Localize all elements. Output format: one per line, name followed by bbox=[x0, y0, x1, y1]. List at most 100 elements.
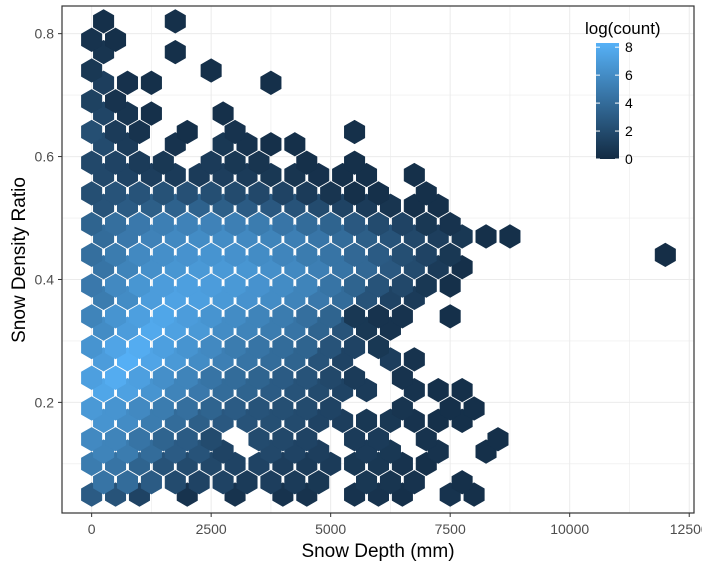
hex-bin bbox=[200, 304, 222, 329]
legend-ticks: 0 2 4 6 8 bbox=[596, 39, 633, 167]
hex-bin bbox=[176, 273, 198, 298]
hex-bin bbox=[128, 304, 150, 329]
hex-bin bbox=[344, 181, 366, 206]
hex-bin bbox=[296, 150, 318, 175]
hex-bin bbox=[105, 396, 127, 421]
hex-bin bbox=[248, 396, 270, 421]
hex-bin bbox=[487, 427, 509, 452]
hex-bin bbox=[128, 396, 150, 421]
hex-bin bbox=[403, 162, 425, 188]
hex-bin bbox=[152, 427, 174, 452]
hex-bin bbox=[499, 224, 521, 249]
hex-bin bbox=[272, 396, 294, 421]
hex-bin bbox=[260, 470, 282, 495]
hex-bin bbox=[224, 396, 246, 421]
hex-bin bbox=[296, 273, 318, 298]
hex-bin bbox=[224, 304, 246, 329]
hex-bin bbox=[272, 242, 294, 268]
hex-bin bbox=[415, 273, 437, 298]
hex-bin bbox=[81, 27, 103, 52]
hex-bin bbox=[105, 27, 127, 52]
legend-tick-label: 8 bbox=[625, 39, 633, 55]
hex-bin bbox=[344, 212, 366, 237]
hex-bin bbox=[128, 334, 150, 360]
hex-bin bbox=[224, 365, 246, 390]
x-tick-label: 5000 bbox=[315, 521, 346, 537]
hex-bin bbox=[320, 273, 342, 298]
hex-bin bbox=[105, 212, 127, 237]
hex-bin bbox=[81, 304, 103, 329]
hex-bin bbox=[224, 119, 246, 145]
hex-bin bbox=[128, 119, 150, 145]
hex-bin bbox=[81, 334, 103, 360]
y-tick-label: 0.2 bbox=[35, 394, 55, 410]
hex-bin bbox=[152, 273, 174, 298]
hex-bin bbox=[224, 181, 246, 206]
hex-bin bbox=[200, 365, 222, 390]
hex-bin bbox=[128, 150, 150, 175]
hex-bin bbox=[296, 242, 318, 268]
hex-bin bbox=[152, 304, 174, 329]
hex-bin bbox=[212, 470, 234, 495]
hex-bin bbox=[81, 212, 103, 237]
hex-bin bbox=[164, 470, 186, 495]
hex-bin bbox=[152, 150, 174, 175]
hex-bin bbox=[296, 181, 318, 206]
hex-bin bbox=[439, 242, 461, 268]
hex-bin bbox=[140, 470, 162, 495]
hex-bin bbox=[128, 181, 150, 206]
hex-bin bbox=[260, 132, 282, 157]
hex-bin bbox=[236, 470, 258, 495]
hex-bin bbox=[260, 70, 282, 95]
hex-bin bbox=[105, 365, 127, 390]
hex-bin bbox=[152, 212, 174, 237]
hex-bin bbox=[105, 427, 127, 452]
hex-bin bbox=[403, 470, 425, 495]
hex-bin bbox=[200, 58, 222, 83]
hex-bin bbox=[81, 273, 103, 298]
hex-bin bbox=[152, 181, 174, 206]
hex-bin bbox=[176, 365, 198, 390]
hex-bin bbox=[391, 396, 413, 421]
hex-bin bbox=[427, 377, 449, 403]
hex-bin bbox=[344, 119, 366, 145]
hex-bin bbox=[272, 334, 294, 360]
hex-bin bbox=[176, 212, 198, 237]
hex-bin bbox=[164, 9, 186, 34]
hex-bin bbox=[152, 334, 174, 360]
hex-bin bbox=[248, 181, 270, 206]
hex-bin bbox=[128, 273, 150, 298]
hex-bin bbox=[284, 132, 306, 157]
hex-bin bbox=[176, 119, 198, 145]
hex-bin bbox=[105, 334, 127, 360]
hex-bin bbox=[248, 212, 270, 237]
hex-bin bbox=[367, 242, 390, 268]
hex-bin bbox=[320, 212, 342, 237]
hex-bin bbox=[344, 242, 366, 268]
hex-bin bbox=[224, 273, 246, 298]
hex-bin bbox=[224, 212, 246, 237]
hex-bin bbox=[344, 304, 366, 329]
hex-bin bbox=[320, 304, 342, 329]
hex-bin bbox=[654, 242, 676, 268]
hex-bin bbox=[272, 181, 294, 206]
legend: log(count) 0 2 4 6 8 bbox=[585, 19, 661, 167]
legend-title: log(count) bbox=[585, 19, 661, 38]
hex-bin bbox=[105, 119, 127, 145]
hex-bin bbox=[391, 273, 413, 298]
hex-bin bbox=[272, 212, 294, 237]
hex-bin bbox=[320, 242, 342, 268]
hex-bin bbox=[296, 427, 318, 452]
hex-bin bbox=[296, 396, 318, 421]
hex-bin bbox=[391, 242, 413, 268]
hex-bin bbox=[176, 427, 198, 452]
hex-bin bbox=[379, 470, 401, 495]
hex-bin bbox=[81, 150, 103, 175]
y-tick-label: 0.4 bbox=[35, 271, 55, 287]
hex-bin bbox=[272, 273, 294, 298]
hex-bin bbox=[320, 334, 342, 360]
hex-bin bbox=[272, 365, 294, 390]
hex-bin bbox=[451, 470, 473, 495]
hex-bin bbox=[272, 427, 294, 452]
